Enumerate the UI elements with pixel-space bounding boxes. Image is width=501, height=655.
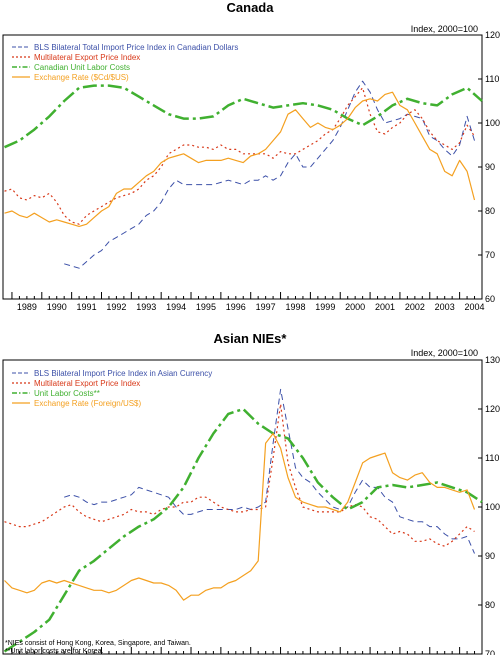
x-tick-label: 1991 xyxy=(77,302,97,312)
x-tick-label: 2003 xyxy=(435,302,455,312)
series-line-2 xyxy=(4,403,475,547)
x-tick-label: 1993 xyxy=(136,302,156,312)
series-line-2 xyxy=(4,87,475,225)
x-tick-label: 1992 xyxy=(106,302,126,312)
y-axis-label: Index, 2000=100 xyxy=(411,348,478,358)
x-tick-label: 2004 xyxy=(465,302,485,312)
series-line-3 xyxy=(3,407,483,653)
x-tick-label: 1990 xyxy=(47,302,67,312)
y-tick-label: 100 xyxy=(485,502,500,512)
x-tick-label: 1994 xyxy=(166,302,186,312)
y-tick-label: 90 xyxy=(485,162,495,172)
y-tick-label: 110 xyxy=(485,74,499,84)
series-line-4 xyxy=(4,432,476,601)
panel-title: Canada xyxy=(227,0,275,15)
legend-label: Multilateral Export Price Index xyxy=(34,379,140,388)
y-axis-label: Index, 2000=100 xyxy=(411,24,478,34)
x-tick-label: 1998 xyxy=(285,302,305,312)
x-tick-label: 2000 xyxy=(345,302,365,312)
series-line-1 xyxy=(64,80,475,269)
series-line-1 xyxy=(64,388,475,554)
legend-label: Canadian Unit Labor Costs xyxy=(34,63,130,72)
series-line-4 xyxy=(4,91,476,227)
x-tick-label: 1999 xyxy=(315,302,335,312)
x-tick-label: 1996 xyxy=(226,302,246,312)
panel-asian-nies: Asian NIEs* Index, 2000=100 70 80 90 100 110… xyxy=(2,331,500,655)
legend-label: BLS Bilateral Import Price Index in Asia… xyxy=(34,369,212,378)
panel-canada: Canada Index, 2000=100 60 70 80 90 100 110 120… xyxy=(2,0,500,312)
x-tick-label: 1997 xyxy=(256,302,276,312)
legend-label: Unit Labor Costs** xyxy=(34,389,100,398)
y-tick-label: 80 xyxy=(485,206,495,216)
panel-title: Asian NIEs* xyxy=(214,331,288,346)
footnote-nies: *NIEs consist of Hong Kong, Korea, Singa… xyxy=(5,640,191,647)
y-tick-label: 120 xyxy=(485,30,500,40)
y-tick-label: 120 xyxy=(485,404,500,414)
y-tick-label: 90 xyxy=(485,551,495,561)
legend-label: BLS Bilateral Total Import Price Index i… xyxy=(34,43,238,52)
legend-label: Exchange Rate (Foreign/US$) xyxy=(34,399,142,408)
y-tick-label: 130 xyxy=(485,355,500,365)
x-tick-label: 1989 xyxy=(17,302,37,312)
y-tick-label: 70 xyxy=(485,649,495,655)
legend-label: Exchange Rate ($Cd/$US) xyxy=(34,73,129,82)
footnote-korea: **Unit labor costs are for Korea. xyxy=(5,648,103,655)
y-tick-label: 110 xyxy=(485,453,499,463)
x-tick-label: 1995 xyxy=(196,302,216,312)
legend-label: Multilateral Export Price Index xyxy=(34,53,140,62)
x-tick-label: 2001 xyxy=(375,302,395,312)
x-tick-label: 2002 xyxy=(405,302,425,312)
series-line-3 xyxy=(3,84,483,149)
y-tick-label: 100 xyxy=(485,118,500,128)
y-tick-label: 60 xyxy=(485,294,495,304)
y-tick-label: 80 xyxy=(485,600,495,610)
y-tick-label: 70 xyxy=(485,250,495,260)
